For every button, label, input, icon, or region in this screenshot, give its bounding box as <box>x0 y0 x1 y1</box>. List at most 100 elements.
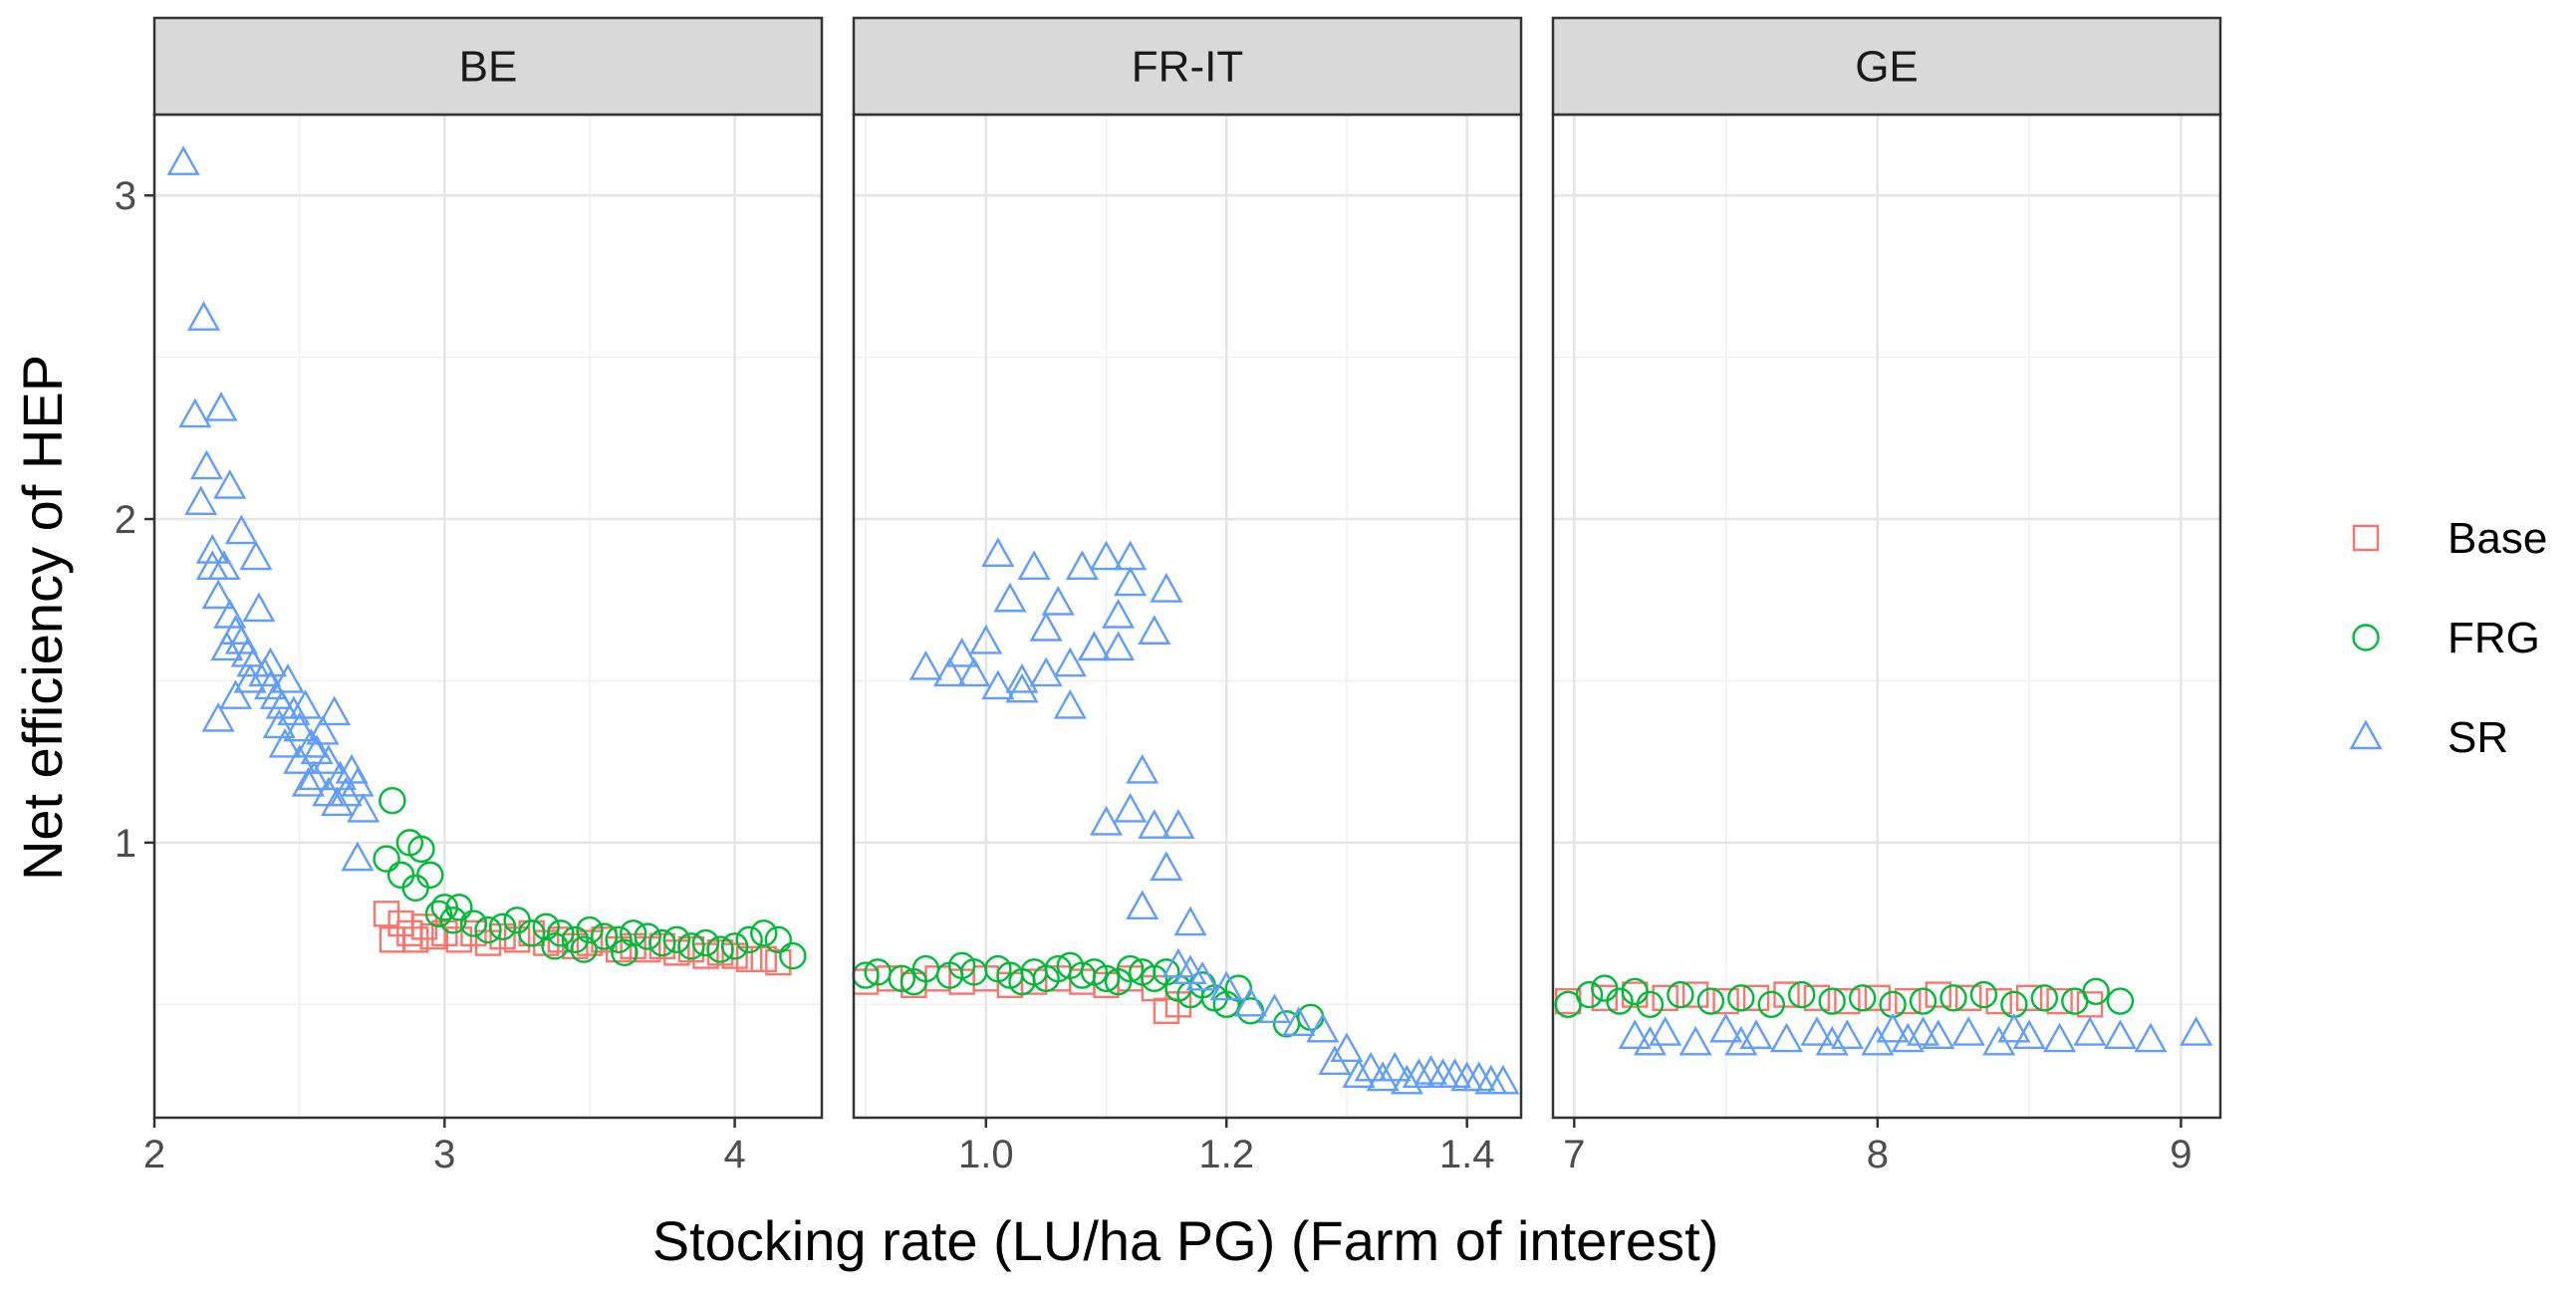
frg-point <box>706 935 734 963</box>
sr-point <box>1114 566 1148 597</box>
base-point <box>1742 984 1770 1012</box>
sr-point <box>1138 809 1171 839</box>
sr-point <box>300 734 334 765</box>
x-tick-label: 1.0 <box>958 1133 1014 1176</box>
sr-point <box>1041 586 1075 616</box>
sr-point <box>1739 1019 1773 1049</box>
legend-label: FRG <box>2447 614 2540 662</box>
sr-point <box>945 638 979 667</box>
frg-point <box>373 845 400 873</box>
sr-point <box>1017 550 1051 580</box>
sr-point <box>335 753 369 784</box>
frg-point <box>1104 967 1133 996</box>
base-point <box>1773 981 1800 1008</box>
sr-point <box>1065 550 1099 580</box>
sr-point <box>1330 1032 1364 1062</box>
sr-point <box>2012 1019 2046 1049</box>
sr-point <box>2134 1022 2168 1053</box>
sr-point <box>341 766 375 797</box>
frg-point <box>1969 980 1998 1009</box>
frg-point <box>900 967 928 996</box>
sr-point <box>1306 1012 1340 1043</box>
sr-point <box>1414 1055 1448 1085</box>
base-legend-key <box>2352 524 2380 552</box>
sr-point <box>1618 1019 1652 1049</box>
base-point <box>1864 984 1892 1012</box>
frg-point <box>488 912 517 941</box>
facet-strip-label: BE <box>459 43 518 92</box>
sr-point <box>1161 809 1195 839</box>
sr-point <box>1438 1058 1472 1088</box>
sr-point <box>1053 647 1087 677</box>
sr-point <box>291 766 325 797</box>
sr-point <box>1102 631 1136 661</box>
frg-point <box>764 925 793 954</box>
x-tick-label: 3 <box>433 1133 455 1176</box>
sr-point <box>1089 805 1124 836</box>
sr-point <box>1318 1045 1352 1075</box>
frg-point <box>947 951 976 980</box>
base-point <box>1681 981 1709 1008</box>
frg-point <box>532 912 560 941</box>
sr-point <box>253 647 288 677</box>
base-point <box>620 932 646 960</box>
legend-item-base: Base <box>2352 514 2547 563</box>
sr-point <box>1185 960 1219 991</box>
legend: Base FRG SR <box>2349 514 2547 762</box>
frg-point <box>1636 990 1665 1019</box>
sr-point <box>1390 1064 1423 1095</box>
frg-point <box>590 922 619 950</box>
sr-point <box>1366 1061 1400 1092</box>
frg-point <box>2082 977 2110 1006</box>
frg-point <box>677 932 705 960</box>
frg-point <box>445 894 473 921</box>
panel-fr-it: FR-IT 1.0 1.2 1.4 <box>852 16 1523 1176</box>
facet-strip-label: FR-IT <box>1132 43 1243 92</box>
y-axis-title: Net efficiency of HEP <box>11 355 74 881</box>
sr-point <box>297 760 331 791</box>
legend-item-sr: SR <box>2349 713 2508 762</box>
frg-point <box>779 941 807 970</box>
x-tick-label: 1.4 <box>1439 1133 1495 1176</box>
frg-point <box>439 906 467 934</box>
frg-point <box>648 928 676 957</box>
sr-point <box>1724 1025 1758 1056</box>
sr-point <box>1951 1016 1985 1046</box>
legend-item-frg: FRG <box>2352 614 2540 662</box>
sr-point <box>1486 1064 1520 1095</box>
frg-point <box>561 925 590 954</box>
facet-strip <box>1551 16 2222 117</box>
base-point <box>1834 987 1861 1015</box>
facet-strip <box>152 16 824 117</box>
frg-point <box>379 786 406 815</box>
sr-point <box>933 656 967 687</box>
sr-point <box>195 534 229 564</box>
sr-point <box>1649 1016 1682 1046</box>
base-point <box>445 926 473 953</box>
sr-point <box>1077 631 1111 661</box>
sr-point <box>1815 1025 1849 1056</box>
sr-point <box>1876 1012 1910 1043</box>
panel-be: BE 2 3 4 1 2 3 <box>115 16 824 1176</box>
frg-point <box>474 915 502 944</box>
frg-point <box>424 900 453 928</box>
frg-point <box>517 919 546 947</box>
frg-point <box>619 919 647 947</box>
sr-point <box>981 537 1015 567</box>
panel-background <box>154 115 822 1118</box>
sr-point <box>1378 1051 1412 1082</box>
base-point <box>2015 984 2043 1012</box>
frg-point <box>1606 987 1634 1015</box>
frg-point <box>547 919 575 947</box>
frg-point <box>1757 990 1785 1019</box>
facet-strip-label: GE <box>1855 43 1919 92</box>
sr-point <box>1769 1022 1804 1053</box>
sr-point <box>318 695 352 726</box>
sr-point <box>908 650 942 680</box>
sr-point <box>1114 540 1148 571</box>
sr-point <box>236 647 270 677</box>
sr-point <box>1102 599 1136 629</box>
sr-point <box>1830 1019 1864 1049</box>
sr-point <box>1462 1061 1496 1092</box>
